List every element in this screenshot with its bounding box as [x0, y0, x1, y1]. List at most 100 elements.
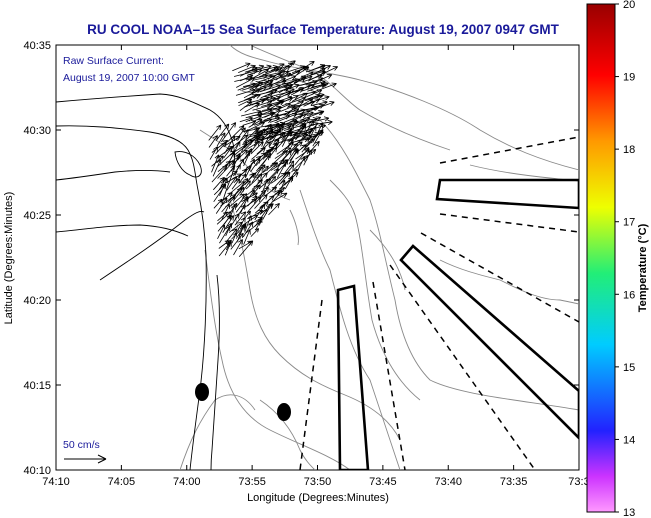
current-vector: [254, 208, 268, 227]
current-vector: [232, 62, 251, 72]
current-vector: [266, 124, 283, 134]
current-vector: [233, 164, 241, 177]
current-vector: [263, 113, 279, 121]
y-tick-label: 40:35: [23, 40, 51, 52]
survey-box-east: [435, 178, 579, 210]
current-vector: [209, 146, 218, 160]
current-vector: [227, 125, 245, 143]
current-vector: [248, 86, 267, 96]
current-vector: [319, 66, 339, 76]
colorbar-ticks: 20 19 18 17 16 15 14 13: [615, 0, 635, 518]
current-vector: [257, 172, 268, 184]
x-axis-label: Longitude (Degrees:Minutes): [247, 492, 389, 504]
current-vector: [255, 217, 263, 231]
current-vector: [281, 139, 294, 155]
current-vector: [243, 127, 260, 143]
current-vector: [303, 98, 321, 107]
current-vector: [281, 60, 296, 72]
current-vector: [304, 89, 323, 98]
surface-current-vectors: [208, 60, 339, 258]
current-vector: [238, 173, 247, 184]
current-vector: [251, 147, 266, 160]
current-vector: [244, 102, 260, 113]
current-vector: [217, 224, 225, 239]
current-vector: [283, 107, 297, 116]
current-vector: [267, 86, 290, 96]
current-vector: [251, 166, 263, 183]
current-vector: [250, 158, 261, 173]
current-vector: [253, 69, 269, 79]
current-vector: [310, 100, 328, 107]
current-vector: [253, 128, 265, 147]
colorbar-tick-label: 20: [623, 0, 635, 11]
current-vector: [247, 121, 266, 131]
survey-box-southeast: [399, 244, 579, 440]
current-vector: [215, 197, 228, 214]
current-vector: [277, 150, 292, 166]
current-vector: [238, 93, 261, 104]
current-vector: [246, 196, 261, 214]
current-vector: [221, 196, 236, 213]
current-vector: [289, 113, 307, 123]
current-vector: [236, 77, 256, 88]
x-tick-label: 73:50: [304, 476, 332, 488]
current-vector: [300, 110, 325, 121]
colorbar-title: Temperature (°C): [637, 223, 649, 312]
current-vector: [244, 140, 260, 159]
colorbar: [586, 3, 616, 513]
plot-frame: [55, 44, 580, 471]
x-tick-label: 73:55: [238, 476, 266, 488]
current-vector: [304, 94, 323, 102]
current-vector: [230, 232, 244, 250]
y-tick-label: 40:10: [23, 465, 51, 477]
colorbar-tick-label: 14: [623, 434, 635, 446]
current-vector: [208, 135, 218, 148]
current-vector: [271, 77, 286, 86]
y-tick-label: 40:30: [23, 125, 51, 137]
station-marker: [195, 383, 209, 401]
current-vector: [244, 215, 252, 233]
current-vector: [265, 175, 276, 190]
current-vector: [251, 179, 263, 190]
colorbar-tick-label: 15: [623, 362, 635, 374]
colorbar-tick-label: 18: [623, 144, 635, 156]
current-vector: [308, 71, 327, 82]
current-vector: [307, 83, 327, 92]
current-vector: [230, 213, 240, 227]
current-vector: [300, 77, 324, 86]
y-tick-label: 40:20: [23, 295, 51, 307]
current-vector: [254, 194, 268, 209]
current-vector: [280, 104, 296, 112]
current-vector: [238, 240, 254, 258]
x-tick-label: 74:00: [173, 476, 201, 488]
current-vector: [256, 165, 269, 179]
station-marker: [277, 403, 291, 421]
colorbar-tick-label: 16: [623, 289, 635, 301]
x-tick-label: 73:35: [500, 476, 528, 488]
x-tick-label: 73:45: [369, 476, 397, 488]
current-vector: [281, 96, 306, 107]
current-vector: [271, 171, 289, 191]
x-tick-label: 74:10: [42, 476, 70, 488]
current-vector: [252, 103, 273, 111]
current-vector: [280, 124, 295, 144]
current-vector: [295, 124, 307, 141]
current-vector: [224, 135, 236, 154]
current-vector: [288, 148, 299, 165]
transect-line: [420, 232, 579, 323]
current-vector: [301, 135, 316, 153]
current-vector: [250, 141, 264, 155]
current-vector: [236, 217, 246, 233]
current-label: Raw Surface Current:: [63, 55, 164, 67]
current-vector: [287, 100, 304, 108]
current-vector: [259, 186, 269, 201]
current-vector: [275, 70, 290, 81]
current-vector: [245, 158, 255, 178]
current-vector: [284, 175, 294, 190]
current-vector: [242, 221, 254, 238]
current-vector: [211, 154, 220, 173]
current-vector: [226, 165, 236, 177]
current-vector: [312, 130, 323, 147]
current-vector: [271, 192, 288, 203]
current-vector: [267, 100, 284, 111]
